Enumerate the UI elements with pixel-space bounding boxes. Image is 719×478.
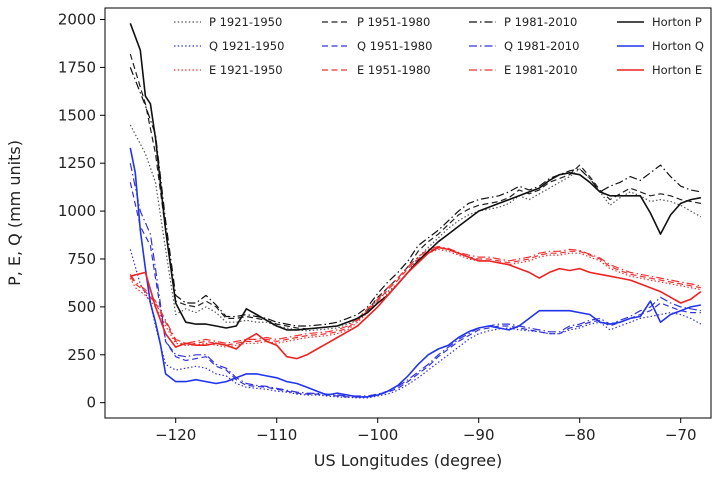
y-tick-label: 1000 xyxy=(58,202,96,220)
legend-label: Q 1921-1950 xyxy=(209,39,284,53)
legend-label: Q 1981-2010 xyxy=(504,39,579,53)
x-tick-label: −90 xyxy=(463,426,495,444)
legend-item: Q 1981-2010 xyxy=(469,39,579,53)
y-tick-label: 1750 xyxy=(58,58,96,76)
x-tick-label: −110 xyxy=(256,426,297,444)
series-line-e-1921-1950 xyxy=(129,248,702,348)
series-line-p-1921-1950 xyxy=(129,124,702,332)
legend-item: Horton P xyxy=(617,15,702,29)
y-axis-title: P, E, Q (mm units) xyxy=(5,140,24,286)
y-tick-label: 750 xyxy=(67,250,96,268)
legend-label: Q 1951-1980 xyxy=(357,39,432,53)
x-axis-ticks: −120 −110 −100 −90 −80 −70 xyxy=(155,418,697,444)
legend-label: E 1981-2010 xyxy=(504,63,578,77)
legend-label: Horton P xyxy=(652,15,702,29)
x-tick-label: −70 xyxy=(665,426,697,444)
x-tick-label: −120 xyxy=(155,426,196,444)
legend-item: Q 1951-1980 xyxy=(322,39,432,53)
y-tick-label: 2000 xyxy=(58,10,96,28)
y-axis-ticks: 0 250 500 750 1000 1250 1500 1750 2000 xyxy=(58,10,105,412)
series-line-q-1981-2010 xyxy=(129,163,702,397)
legend-label: Horton Q xyxy=(652,39,704,53)
legend-label: E 1921-1950 xyxy=(209,63,283,77)
legend-item: E 1951-1980 xyxy=(322,63,431,77)
legend-label: P 1921-1950 xyxy=(209,15,282,29)
y-tick-label: 1250 xyxy=(58,154,96,172)
legend-item: P 1981-2010 xyxy=(469,15,577,29)
series-line-p-1981-2010 xyxy=(129,67,702,327)
series-line-p-1951-1980 xyxy=(129,53,702,330)
plot-frame xyxy=(104,7,712,419)
plot-area xyxy=(104,7,712,419)
legend-item: Q 1921-1950 xyxy=(174,39,284,53)
legend-label: P 1981-2010 xyxy=(504,15,577,29)
series-line-horton-e xyxy=(130,246,702,360)
x-tick-label: −80 xyxy=(564,426,596,444)
legend-item: P 1951-1980 xyxy=(322,15,430,29)
legend-item: E 1921-1950 xyxy=(174,63,283,77)
x-axis-title: US Longitudes (degree) xyxy=(314,451,503,470)
legend-item: Horton E xyxy=(617,63,702,77)
y-tick-label: 250 xyxy=(67,346,96,364)
y-tick-label: 500 xyxy=(67,298,96,316)
legend-label: P 1951-1980 xyxy=(357,15,430,29)
legend-item: P 1921-1950 xyxy=(174,15,282,29)
y-tick-label: 1500 xyxy=(58,106,96,124)
series-line-horton-q xyxy=(129,147,702,398)
series-layer xyxy=(129,23,702,399)
series-line-e-1981-2010 xyxy=(129,245,702,344)
legend-label: Horton E xyxy=(652,63,702,77)
y-tick-label: 0 xyxy=(86,394,96,412)
legend-item: Horton Q xyxy=(617,39,704,53)
legend: P 1921-1950 Q 1921-1950 E 1921-1950 P 1951-… xyxy=(174,15,704,77)
x-tick-label: −100 xyxy=(357,426,398,444)
legend-label: E 1951-1980 xyxy=(357,63,431,77)
legend-item: E 1981-2010 xyxy=(469,63,578,77)
